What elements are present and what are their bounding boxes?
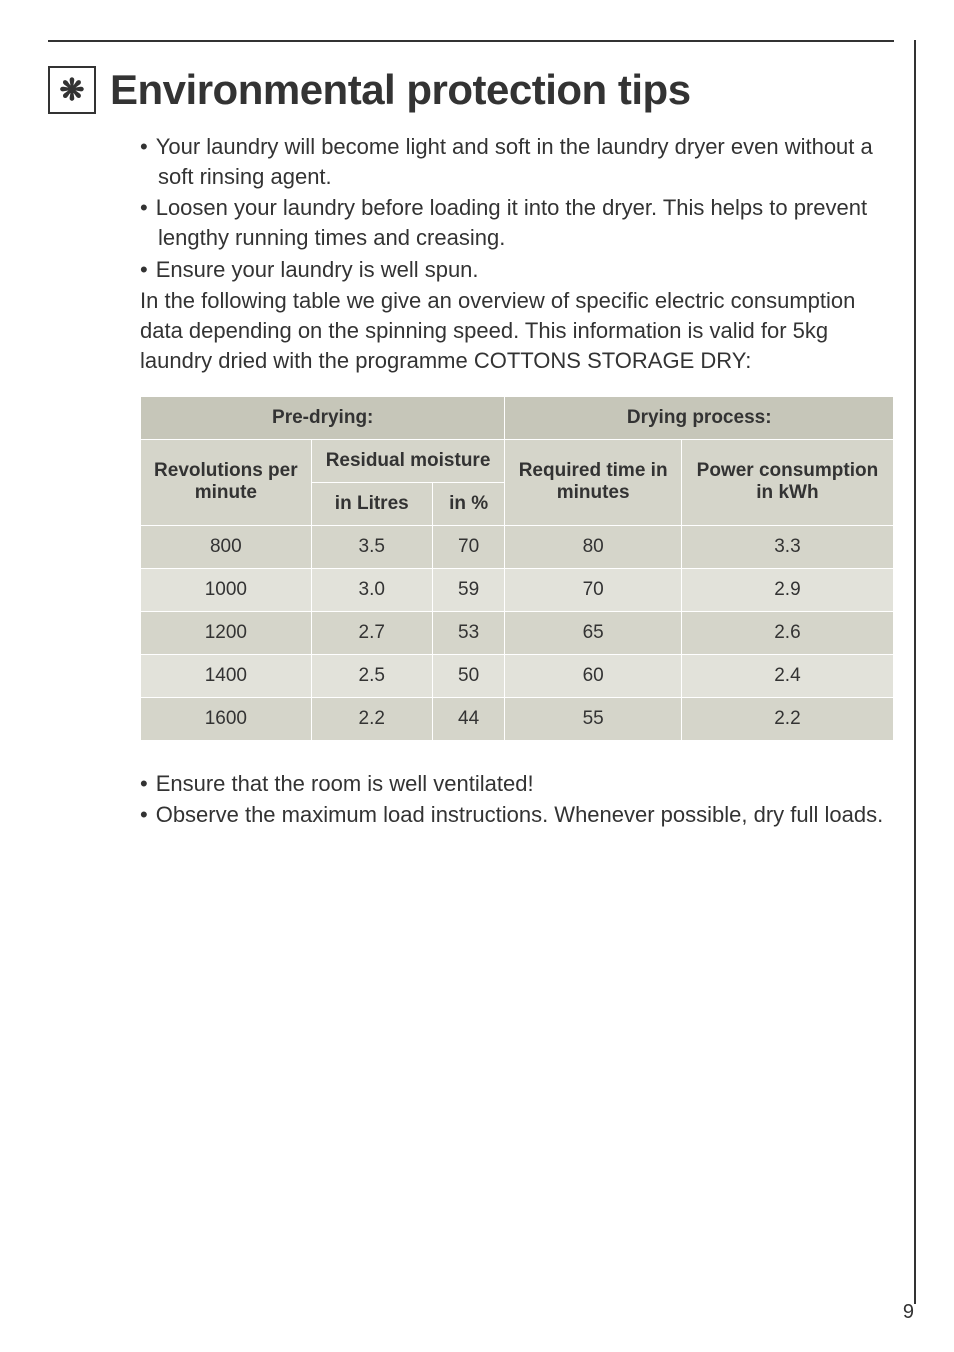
cell-power: 2.4 bbox=[681, 654, 893, 697]
cell-litres: 2.2 bbox=[311, 697, 432, 740]
table-col-litres: in Litres bbox=[311, 482, 432, 525]
list-item: Your laundry will become light and soft … bbox=[140, 132, 894, 191]
cell-litres: 2.5 bbox=[311, 654, 432, 697]
cell-time: 65 bbox=[505, 611, 681, 654]
cell-power: 2.2 bbox=[681, 697, 893, 740]
table-row: 1400 2.5 50 60 2.4 bbox=[141, 654, 894, 697]
cell-rpm: 1400 bbox=[141, 654, 312, 697]
cell-power: 2.6 bbox=[681, 611, 893, 654]
table-col-residual: Residual moisture bbox=[311, 439, 505, 482]
intro-paragraph: In the following table we give an overvi… bbox=[140, 286, 894, 375]
table-col-time-top: Required time in bbox=[519, 460, 668, 481]
table-col-power-bottom: in kWh bbox=[756, 482, 818, 503]
top-rule bbox=[48, 40, 894, 42]
table-header-predrying: Pre-drying: bbox=[141, 396, 505, 439]
cell-time: 55 bbox=[505, 697, 681, 740]
table-col-rpm-bottom: minute bbox=[195, 482, 257, 503]
cell-time: 80 bbox=[505, 525, 681, 568]
table-row: 800 3.5 70 80 3.3 bbox=[141, 525, 894, 568]
cell-litres: 2.7 bbox=[311, 611, 432, 654]
table-row: 1600 2.2 44 55 2.2 bbox=[141, 697, 894, 740]
cell-rpm: 1200 bbox=[141, 611, 312, 654]
page-title: Environmental protection tips bbox=[110, 66, 691, 114]
table-col-time: Required time in minutes bbox=[505, 439, 681, 525]
cell-litres: 3.0 bbox=[311, 568, 432, 611]
list-item: Ensure your laundry is well spun. bbox=[140, 255, 894, 285]
page-number: 9 bbox=[903, 1301, 914, 1324]
tips-icon-glyph: ❋ bbox=[59, 73, 84, 108]
cell-litres: 3.5 bbox=[311, 525, 432, 568]
table-col-percent: in % bbox=[432, 482, 505, 525]
tips-icon: ❋ bbox=[48, 66, 96, 114]
page-frame: ❋ Environmental protection tips Your lau… bbox=[48, 40, 916, 1304]
table-row: 1200 2.7 53 65 2.6 bbox=[141, 611, 894, 654]
table-col-power: Power consumption in kWh bbox=[681, 439, 893, 525]
table-col-power-top: Power consumption bbox=[697, 460, 879, 481]
table-row: 1000 3.0 59 70 2.9 bbox=[141, 568, 894, 611]
cell-power: 3.3 bbox=[681, 525, 893, 568]
heading: ❋ Environmental protection tips bbox=[48, 66, 894, 114]
cell-percent: 44 bbox=[432, 697, 505, 740]
cell-percent: 70 bbox=[432, 525, 505, 568]
cell-percent: 59 bbox=[432, 568, 505, 611]
table-col-rpm: Revolutions per minute bbox=[141, 439, 312, 525]
cell-rpm: 1600 bbox=[141, 697, 312, 740]
consumption-table: Pre-drying: Drying process: Revolutions … bbox=[140, 396, 894, 741]
cell-rpm: 1000 bbox=[141, 568, 312, 611]
list-item: Observe the maximum load instructions. W… bbox=[140, 800, 894, 830]
cell-rpm: 800 bbox=[141, 525, 312, 568]
cell-percent: 50 bbox=[432, 654, 505, 697]
intro-block: Your laundry will become light and soft … bbox=[140, 132, 894, 376]
table-col-rpm-top: Revolutions per bbox=[154, 460, 298, 481]
outro-block: Ensure that the room is well ventilated!… bbox=[140, 769, 894, 830]
list-item: Ensure that the room is well ventilated! bbox=[140, 769, 894, 799]
outro-bullet-list: Ensure that the room is well ventilated!… bbox=[140, 769, 894, 830]
table-col-time-bottom: minutes bbox=[557, 482, 630, 503]
table-header-drying: Drying process: bbox=[505, 396, 894, 439]
cell-percent: 53 bbox=[432, 611, 505, 654]
list-item: Loosen your laundry before loading it in… bbox=[140, 193, 894, 252]
cell-power: 2.9 bbox=[681, 568, 893, 611]
intro-bullet-list: Your laundry will become light and soft … bbox=[140, 132, 894, 284]
cell-time: 60 bbox=[505, 654, 681, 697]
cell-time: 70 bbox=[505, 568, 681, 611]
